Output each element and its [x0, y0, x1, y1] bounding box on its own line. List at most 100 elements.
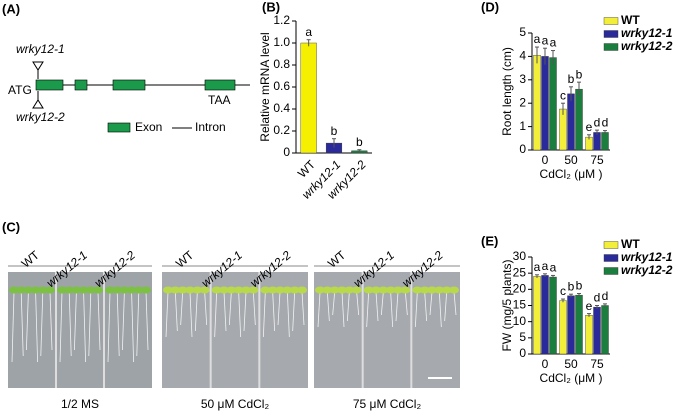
root — [277, 291, 281, 326]
bar — [549, 276, 557, 355]
root — [204, 291, 208, 326]
y-tick-label: 5 — [519, 330, 526, 344]
root — [83, 291, 86, 363]
leaf — [449, 286, 459, 294]
root — [74, 291, 77, 351]
exon — [35, 79, 64, 91]
allele-label: wrky12-2 — [16, 110, 65, 124]
root — [453, 291, 457, 316]
significance-letter: a — [305, 25, 312, 39]
root — [20, 291, 24, 357]
y-tick-label: 10 — [513, 314, 527, 328]
root — [165, 291, 169, 338]
panel-label: (C) — [2, 219, 20, 234]
leaf — [371, 286, 381, 294]
legend-label: Exon — [135, 120, 162, 134]
leaf — [105, 286, 115, 294]
significance-letter: d — [602, 116, 609, 130]
root — [59, 291, 63, 363]
y-tick-label: 25 — [513, 265, 527, 279]
bar — [567, 93, 575, 151]
leaf — [344, 286, 355, 294]
bar — [575, 88, 583, 151]
bar — [549, 57, 557, 151]
y-axis-label: Root length (cm) — [500, 47, 514, 136]
leaf — [57, 286, 67, 294]
significance-letter: b — [576, 67, 583, 81]
significance-letter: d — [594, 115, 601, 129]
genotype-label: WT — [173, 248, 197, 271]
x-tick-label: 0 — [542, 153, 549, 167]
leaf — [275, 286, 285, 294]
y-tick-label: 0.8 — [273, 57, 290, 71]
bar — [533, 276, 541, 355]
legend-label: Intron — [195, 120, 226, 134]
legend-label: WT — [621, 237, 640, 251]
leaf — [329, 286, 340, 294]
leaf — [427, 286, 437, 294]
y-tick-label: 1 — [519, 119, 526, 133]
condition-label: 50 μM CdCl₂ — [201, 397, 270, 411]
leaf — [226, 286, 237, 294]
y-tick-label: 15 — [513, 298, 527, 312]
root — [262, 291, 266, 338]
leaf — [400, 286, 411, 294]
y-tick-label: 2 — [519, 95, 526, 109]
condition-label: 1/2 MS — [61, 397, 99, 411]
leaf — [412, 286, 423, 294]
root — [26, 291, 29, 351]
leaf — [393, 286, 403, 294]
y-axis-label: Relative mRNA level — [258, 32, 272, 141]
exon — [74, 79, 88, 91]
panel-label: (A) — [2, 1, 20, 16]
bar — [559, 300, 567, 355]
leaf — [260, 286, 271, 294]
leaf — [64, 286, 75, 294]
root — [11, 291, 15, 363]
leaf — [363, 286, 374, 294]
root — [49, 291, 53, 351]
root — [444, 291, 448, 322]
y-tick-label: 1.2 — [273, 13, 290, 27]
bar — [533, 55, 541, 151]
leaf — [211, 286, 222, 294]
root — [414, 291, 418, 328]
root — [380, 291, 384, 316]
root — [145, 291, 149, 351]
leaf — [378, 286, 389, 294]
root — [292, 291, 296, 332]
leaf — [126, 286, 137, 294]
y-tick-label: 0 — [283, 145, 290, 159]
root — [286, 291, 290, 338]
bar — [559, 108, 567, 151]
leaf — [71, 286, 82, 294]
bar — [585, 315, 593, 355]
root — [272, 291, 276, 332]
leaf — [248, 286, 259, 294]
significance-letter: b — [576, 279, 583, 293]
significance-letter: b — [356, 135, 363, 149]
root — [390, 291, 394, 328]
panel-label: (B) — [262, 0, 280, 14]
y-tick-label: 0 — [519, 142, 526, 156]
root — [252, 291, 256, 326]
leaf — [78, 286, 89, 294]
leaf — [351, 286, 362, 294]
y-tick-label: 0.6 — [273, 79, 290, 93]
bar — [593, 132, 601, 151]
x-axis-label: CdCl₂ (μM ) — [540, 167, 603, 181]
legend-swatch — [603, 241, 619, 249]
genotype-label: WT — [19, 248, 43, 271]
x-tick-label: 75 — [590, 357, 604, 371]
significance-letter: a — [534, 260, 541, 274]
significance-letter: c — [560, 284, 566, 298]
root — [174, 291, 178, 332]
root — [223, 291, 227, 332]
significance-letter: a — [550, 261, 557, 275]
significance-letter: d — [602, 289, 609, 303]
bar — [541, 56, 549, 151]
leaf — [419, 286, 430, 294]
x-tick-label: 0 — [542, 357, 549, 371]
